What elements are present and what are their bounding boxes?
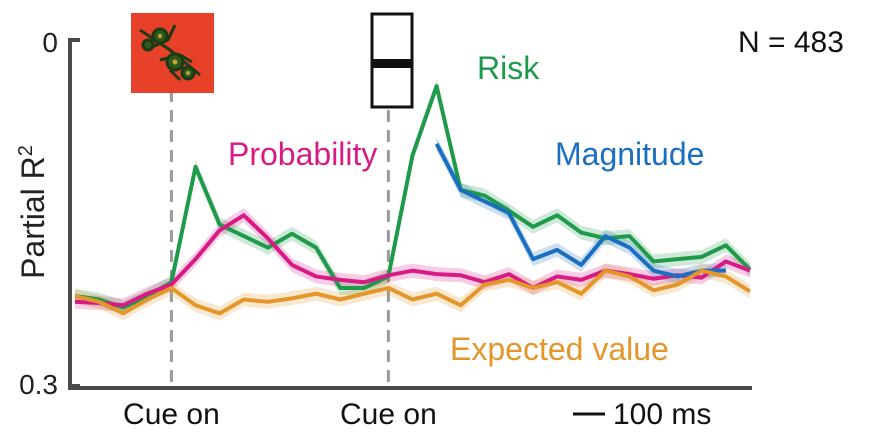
n-label: N = 483 — [738, 26, 844, 59]
band-magnitude — [436, 136, 726, 284]
band-expected-value — [75, 263, 750, 321]
y-tick-label-top: 0 — [42, 27, 58, 58]
event-markers: Cue on Cue on — [123, 90, 437, 431]
series-label-risk: Risk — [477, 50, 540, 86]
fractal-cue-icon — [131, 13, 214, 93]
series-label-probability: Probability — [228, 136, 377, 172]
confidence-bands — [75, 79, 750, 321]
x-event-label-2: Cue on — [340, 398, 437, 431]
line-expected-value — [74, 268, 752, 316]
y-axis-label-sup: 2 — [15, 145, 37, 156]
bar-cue-icon — [370, 12, 414, 109]
line-magnitude — [434, 142, 726, 279]
y-axis-label-main: Partial R — [15, 156, 51, 279]
y-axis-label: Partial R2 — [15, 145, 51, 279]
scale-bar-label: 100 ms — [613, 398, 711, 431]
series-label-expected-value: Expected value — [450, 331, 669, 367]
x-event-label-1: Cue on — [123, 398, 220, 431]
series-lines — [74, 84, 752, 316]
series-label-magnitude: Magnitude — [555, 136, 704, 172]
line-probability — [74, 213, 751, 308]
y-tick-label-bottom: 0.3 — [19, 369, 58, 400]
line-risk — [74, 84, 752, 310]
band-probability — [75, 208, 750, 313]
